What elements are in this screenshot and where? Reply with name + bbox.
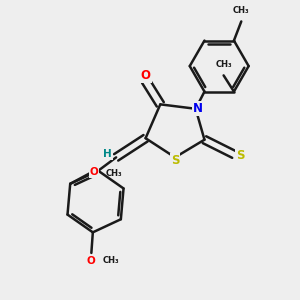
Text: S: S xyxy=(236,149,244,162)
Text: CH₃: CH₃ xyxy=(233,6,250,15)
Text: O: O xyxy=(141,69,151,82)
Text: CH₃: CH₃ xyxy=(106,169,122,178)
Text: S: S xyxy=(171,154,179,167)
Text: CH₃: CH₃ xyxy=(215,60,232,69)
Text: O: O xyxy=(89,167,98,177)
Text: CH₃: CH₃ xyxy=(103,256,119,265)
Text: N: N xyxy=(193,102,203,115)
Text: H: H xyxy=(103,149,112,159)
Text: O: O xyxy=(87,256,96,266)
